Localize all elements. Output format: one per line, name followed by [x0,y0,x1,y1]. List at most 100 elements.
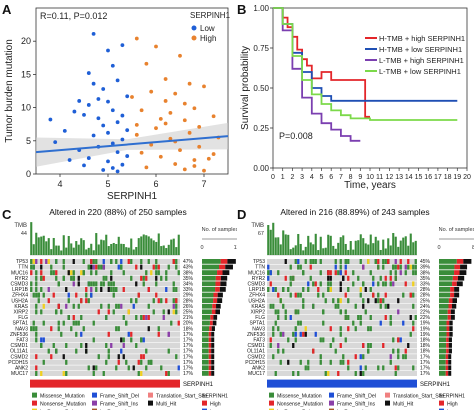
mutation-cell [165,371,168,376]
side-bar-missense [202,298,214,303]
legend-label: Frame_Shift_Ins [337,402,375,408]
mutation-cell [347,287,350,292]
point-high [202,84,206,89]
tmb-label: TMB [14,223,27,229]
tmb-bar [80,238,83,255]
mutation-cell [277,315,280,320]
mutation-cell [347,259,350,264]
legend-label: Multi_Hit [393,402,414,408]
mutation-cell [135,298,138,304]
gene-label: PCDH15 [245,360,265,366]
x-tick-label: 8 [349,174,353,181]
mutation-cell [344,264,347,270]
side-bar-nonsense [215,281,221,287]
mutation-cell [140,354,143,360]
mutation-cell [327,281,330,287]
mutation-cell [367,326,370,332]
x-tick-label: 10 [366,174,374,181]
tmb-bar [309,242,312,255]
side-bar-missense [439,259,457,264]
gene-label: TP53 [16,259,28,265]
mutation-cell [142,275,145,281]
percent-label: 18% [420,338,431,344]
percent-label: 17% [183,371,194,377]
side-bar-missense [202,320,210,326]
side-bar-nonsense [208,354,212,359]
mutation-cell [359,354,362,360]
mutation-cell [72,315,75,320]
side-bar-missense [439,326,447,331]
mutation-cell [332,337,335,343]
side-axis-min: 0 [437,245,440,251]
oncoplot-row-bg [30,315,180,320]
mutation-cell [152,309,155,315]
mutation-cell [142,354,145,360]
mutation-cell [399,259,402,264]
tmb-scale-label: 44 [21,231,27,237]
legend-label: Nonsense_Mutation [40,402,86,408]
point-high [139,150,144,155]
tmb-bar [377,240,380,255]
mutation-cell [35,275,38,281]
mutation-cell [409,331,412,337]
mutation-cell [72,275,75,281]
mutation-cell [304,365,307,371]
mutation-cell [389,359,392,365]
mutation-cell [377,281,380,287]
mutation-cell [135,264,138,270]
mutation-cell [394,270,397,276]
percent-label: 17% [420,366,431,372]
point-high [178,53,182,58]
side-bar-nonsense [445,359,449,365]
oncoplot-row-bg [267,348,417,354]
mutation-cell [102,275,105,281]
mutation-cell [322,292,325,298]
side-bar-multi [456,281,463,287]
point-high [168,136,173,141]
mutation-cell [382,343,385,348]
y-tick-label: 0.50 [253,84,269,93]
y-axis-label: Survival probability [240,46,251,130]
x-tick-label: 14 [405,174,413,181]
mutation-cell [302,331,305,337]
mutation-cell [322,309,325,315]
point-low [96,97,101,101]
x-tick-label: 5 [105,179,110,189]
scatter-chart-a: 4 5 6 7 0 5 10 15 20 SERPINH1 Tumor burden mutatio… [4,7,231,202]
tmb-bar [160,246,163,255]
tmb-bar [332,245,335,255]
mutation-cell [145,365,148,371]
mutation-cell [172,303,175,309]
side-bar-multi [217,298,223,303]
legend-swatch-low [439,408,444,410]
mutation-cell [339,343,342,348]
side-bar-missense [202,270,218,275]
side-bar-multi [450,315,455,320]
x-tick-label: 17 [434,174,442,181]
mutation-cell [272,354,275,360]
mutation-cell [85,287,88,292]
oncoplot-row-bg [267,320,417,326]
mutation-cell [105,275,108,281]
gene-label: FLG [255,315,265,321]
point-low [67,158,72,162]
mutation-cell [117,326,120,332]
side-bar-multi [216,303,221,309]
tmb-bar [77,244,80,255]
mutation-cell [299,320,302,326]
tmb-bar [167,244,170,255]
panel-letter-c: C [2,207,12,222]
mutation-cell [292,331,295,337]
tmb-bar [382,239,385,255]
side-bar-multi [227,259,236,264]
tmb-bar [267,225,270,255]
percent-label: 17% [183,349,194,355]
oncoplot-row-bg [267,343,417,348]
panel-letter-d: D [237,207,247,222]
side-bar-multi [449,326,453,331]
mutation-cell [339,331,342,337]
mutation-cell [135,281,138,287]
point-high [202,168,206,173]
mutation-cell [107,303,110,309]
mutation-cell [40,309,43,315]
